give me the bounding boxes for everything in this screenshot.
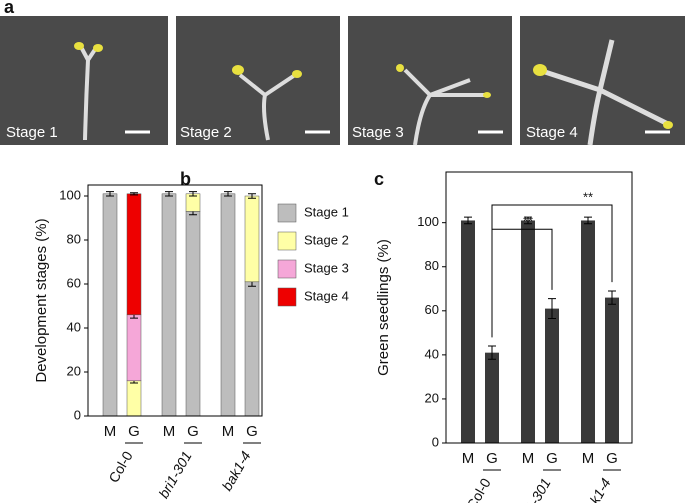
legend-label: Stage 3 <box>304 260 349 275</box>
photo-label: Stage 1 <box>6 124 58 141</box>
error-bar <box>488 345 496 360</box>
significance-label: ** <box>523 214 533 229</box>
photo-label: Stage 4 <box>526 124 578 141</box>
bar-segment <box>244 195 260 283</box>
x-tick-label: G <box>187 423 199 440</box>
photo <box>348 16 512 146</box>
y-tick-label: 60 <box>67 275 81 290</box>
legend-swatch <box>277 259 297 279</box>
error-bar <box>464 216 472 225</box>
significance-label: ** <box>583 189 593 204</box>
bar-segment <box>126 314 142 382</box>
error-bar <box>189 191 197 197</box>
panel-label: a <box>4 0 15 17</box>
legend-label: Stage 4 <box>304 288 349 303</box>
x-tick-label: G <box>486 450 498 467</box>
x-tick-label: G <box>128 423 140 440</box>
bar-segment <box>244 281 260 417</box>
y-axis-label: Development stages (%) <box>33 218 50 382</box>
y-tick-label: 20 <box>67 363 81 378</box>
bar <box>605 297 619 443</box>
legend-label: Stage 1 <box>304 204 349 219</box>
group-label: bri1-301 <box>155 448 195 500</box>
bar <box>581 220 595 443</box>
y-tick-label: 60 <box>425 302 439 317</box>
plot-frame <box>445 171 633 444</box>
x-tick-label: M <box>522 450 535 467</box>
error-bar <box>248 193 256 199</box>
bar <box>461 220 475 443</box>
error-bar <box>584 216 592 225</box>
group-label: bri1-301 <box>514 475 554 503</box>
x-tick-label: M <box>462 450 475 467</box>
legend-label: Stage 2 <box>304 232 349 247</box>
error-bar <box>548 298 556 320</box>
bar-segment <box>220 193 236 417</box>
group-label: Col-0 <box>463 475 494 503</box>
legend-swatch <box>277 287 297 307</box>
group-label: bak1-4 <box>579 475 614 503</box>
error-bar <box>224 191 232 197</box>
bar-segment <box>102 193 118 417</box>
bar-segment <box>161 193 177 417</box>
x-tick-label: M <box>104 423 117 440</box>
panel-label: b <box>180 169 191 189</box>
significance-bracket <box>491 204 613 338</box>
x-tick-label: M <box>163 423 176 440</box>
y-tick-label: 0 <box>74 407 81 422</box>
x-tick-label: G <box>246 423 258 440</box>
bar <box>545 308 559 443</box>
x-tick-label: G <box>606 450 618 467</box>
legend-swatch <box>277 231 297 251</box>
legend-swatch <box>277 203 297 223</box>
x-tick-label: M <box>582 450 595 467</box>
y-tick-label: 40 <box>67 319 81 334</box>
y-tick-label: 0 <box>432 434 439 449</box>
photo-label: Stage 2 <box>180 124 232 141</box>
error-bar <box>130 192 138 196</box>
group-label: Col-0 <box>105 448 136 485</box>
bar-segment <box>126 193 142 316</box>
bar-segment <box>126 380 142 417</box>
plot-frame <box>87 184 263 417</box>
y-tick-label: 100 <box>417 214 439 229</box>
error-bar <box>106 191 114 197</box>
photo <box>520 16 685 146</box>
error-bar <box>608 290 616 305</box>
x-tick-label: G <box>546 450 558 467</box>
bar <box>521 220 535 443</box>
y-tick-label: 40 <box>425 346 439 361</box>
panel-label: c <box>374 169 384 189</box>
x-tick-label: M <box>222 423 235 440</box>
error-bar <box>524 216 532 225</box>
photo-label: Stage 3 <box>352 124 404 141</box>
y-tick-label: 80 <box>67 231 81 246</box>
error-bar <box>165 191 173 197</box>
y-axis-label: Green seedlings (%) <box>375 239 392 376</box>
bar-segment <box>185 211 201 417</box>
bar <box>485 352 499 443</box>
y-tick-label: 20 <box>425 390 439 405</box>
y-tick-label: 100 <box>59 187 81 202</box>
photo <box>176 16 340 145</box>
group-label: bak1-4 <box>219 448 254 493</box>
photo <box>0 16 168 145</box>
y-tick-label: 80 <box>425 258 439 273</box>
